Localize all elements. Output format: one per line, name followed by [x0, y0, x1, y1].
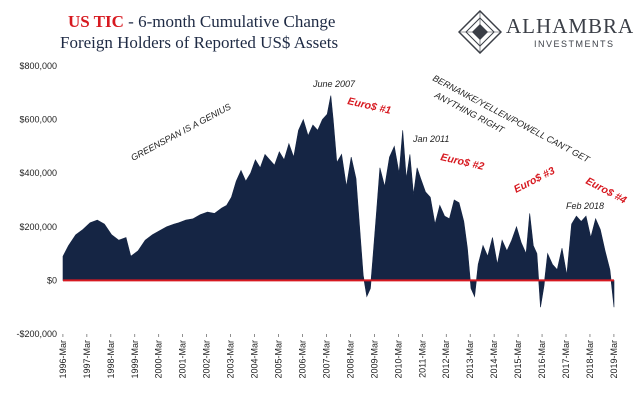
series-area [62, 95, 615, 308]
annotation-label: Jan 2011 [412, 134, 449, 144]
annotation-label: Euro$ #3 [512, 165, 557, 196]
x-tick-label: 2017-Mar [561, 340, 571, 379]
y-tick-label: $600,000 [19, 115, 57, 125]
annotation-label: Euro$ #1 [346, 95, 392, 117]
arrow-head [313, 304, 327, 314]
annotation-label: GREENSPAN IS A GENIUS [129, 101, 232, 162]
logo-subtitle: INVESTMENTS [534, 39, 615, 49]
x-tick-label: 2011-Mar [417, 340, 427, 378]
x-tick-label: 2000-Mar [154, 340, 164, 379]
x-tick-label: 2001-Mar [178, 340, 188, 379]
chart-title-rest: - 6-month Cumulative Change [123, 12, 336, 31]
y-tick-label: -$200,000 [16, 329, 57, 339]
x-tick-label: 1998-Mar [106, 340, 116, 379]
x-tick-label: 2018-Mar [585, 340, 595, 379]
x-tick-label: 2015-Mar [513, 340, 523, 379]
x-tick-label: 2003-Mar [226, 340, 236, 379]
x-tick-label: 2012-Mar [441, 340, 451, 379]
y-tick-label: $400,000 [19, 168, 57, 178]
x-tick-label: 2007-Mar [321, 340, 331, 379]
x-tick-label: 1999-Mar [130, 340, 140, 379]
annotation-label: Feb 2018 [566, 201, 604, 211]
x-tick-label: 2002-Mar [202, 340, 212, 379]
x-tick-label: 2014-Mar [489, 340, 499, 379]
x-tick-label: 2019-Mar [609, 340, 619, 379]
x-tick-label: 1996-Mar [58, 340, 68, 379]
x-tick-label: 2009-Mar [369, 340, 379, 379]
x-tick-label: 2013-Mar [465, 340, 475, 379]
annotation-label: Euro$ #2 [439, 151, 485, 173]
chart-subtitle: Foreign Holders of Reported US$ Assets [60, 33, 339, 52]
x-tick-label: 2005-Mar [274, 340, 284, 379]
x-tick-label: 2006-Mar [297, 340, 307, 379]
y-tick-label: $200,000 [19, 222, 57, 232]
annotation-label: BERNANKE/YELLEN/POWELL CAN'T GET [431, 73, 593, 165]
y-tick-label: $800,000 [19, 61, 57, 71]
annotation-label: millions of $s [70, 319, 123, 329]
annotation-label: June 2007 [312, 79, 356, 89]
x-tick-label: 1997-Mar [82, 340, 92, 379]
logo-name: ALHAMBRA [506, 14, 635, 38]
chart-title-highlight: US TIC [68, 12, 124, 31]
alhambra-logo: ALHAMBRA INVESTMENTS [456, 8, 634, 58]
chart-title: US TIC - 6-month Cumulative Change [68, 12, 335, 32]
y-tick-label: $0 [47, 275, 57, 285]
x-tick-label: 2008-Mar [345, 340, 355, 379]
diamond-logo-icon [458, 10, 502, 54]
x-tick-label: 2016-Mar [537, 340, 547, 379]
x-tick-label: 2010-Mar [393, 340, 403, 379]
x-tick-label: 2004-Mar [250, 340, 260, 379]
